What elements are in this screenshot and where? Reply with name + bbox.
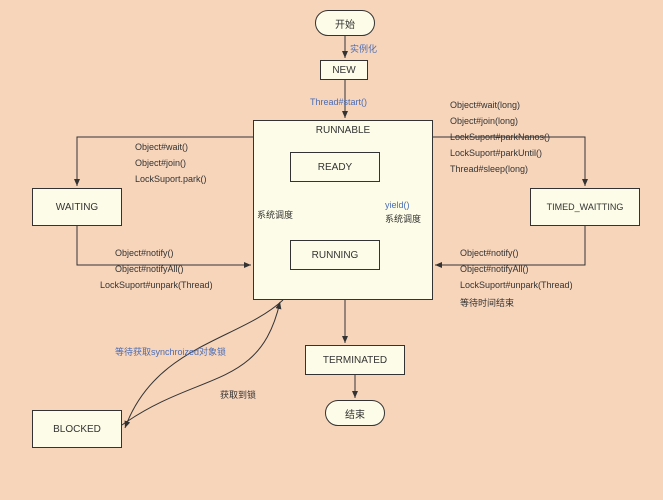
edge-wait: Object#wait() <box>135 142 188 152</box>
label-waiting: WAITING <box>56 202 98 213</box>
edge-thread-start: Thread#start() <box>310 97 367 107</box>
label-new: NEW <box>332 65 355 76</box>
label-timed-waiting: TIMED_WAITTING <box>547 202 624 212</box>
node-waiting: WAITING <box>32 188 122 226</box>
edge-yield-schedule: 系统调度 <box>385 212 421 225</box>
edge-sleep: Thread#sleep(long) <box>450 164 528 174</box>
node-blocked: BLOCKED <box>32 410 122 448</box>
node-start: 开始 <box>315 10 375 36</box>
edge-notify-r: Object#notify() <box>460 248 519 258</box>
label-ready: READY <box>318 162 352 173</box>
node-new: NEW <box>320 60 368 80</box>
label-running: RUNNING <box>312 250 359 261</box>
label-start: 开始 <box>335 16 355 31</box>
node-ready: READY <box>290 152 380 182</box>
edge-yield: yield() <box>385 200 410 210</box>
edge-unpark-l: LockSuport#unpark(Thread) <box>100 280 213 290</box>
edge-acquire-lock: 获取到锁 <box>220 388 256 401</box>
node-end: 结束 <box>325 400 385 426</box>
label-blocked: BLOCKED <box>53 424 101 435</box>
edge-notifyall-r: Object#notifyAll() <box>460 264 529 274</box>
edge-parkuntil: LockSuport#parkUntil() <box>450 148 542 158</box>
node-timed-waiting: TIMED_WAITTING <box>530 188 640 226</box>
label-runnable: RUNNABLE <box>254 125 432 136</box>
edge-sys-schedule: 系统调度 <box>257 208 293 221</box>
edge-instantiate: 实例化 <box>350 42 377 55</box>
edge-wait-lock: 等待获取synchroized对象锁 <box>115 345 226 358</box>
node-running: RUNNING <box>290 240 380 270</box>
edge-wait-long: Object#wait(long) <box>450 100 520 110</box>
edge-notifyall-l: Object#notifyAll() <box>115 264 184 274</box>
edge-notify-l: Object#notify() <box>115 248 174 258</box>
edge-parknanos: LockSuport#parkNanos() <box>450 132 550 142</box>
edge-join: Object#join() <box>135 158 186 168</box>
edge-park: LockSuport.park() <box>135 174 207 184</box>
node-terminated: TERMINATED <box>305 345 405 375</box>
edge-join-long: Object#join(long) <box>450 116 518 126</box>
label-end: 结束 <box>345 406 365 421</box>
label-terminated: TERMINATED <box>323 355 387 366</box>
edge-timeout: 等待时间结束 <box>460 296 514 309</box>
edge-unpark-r: LockSuport#unpark(Thread) <box>460 280 573 290</box>
